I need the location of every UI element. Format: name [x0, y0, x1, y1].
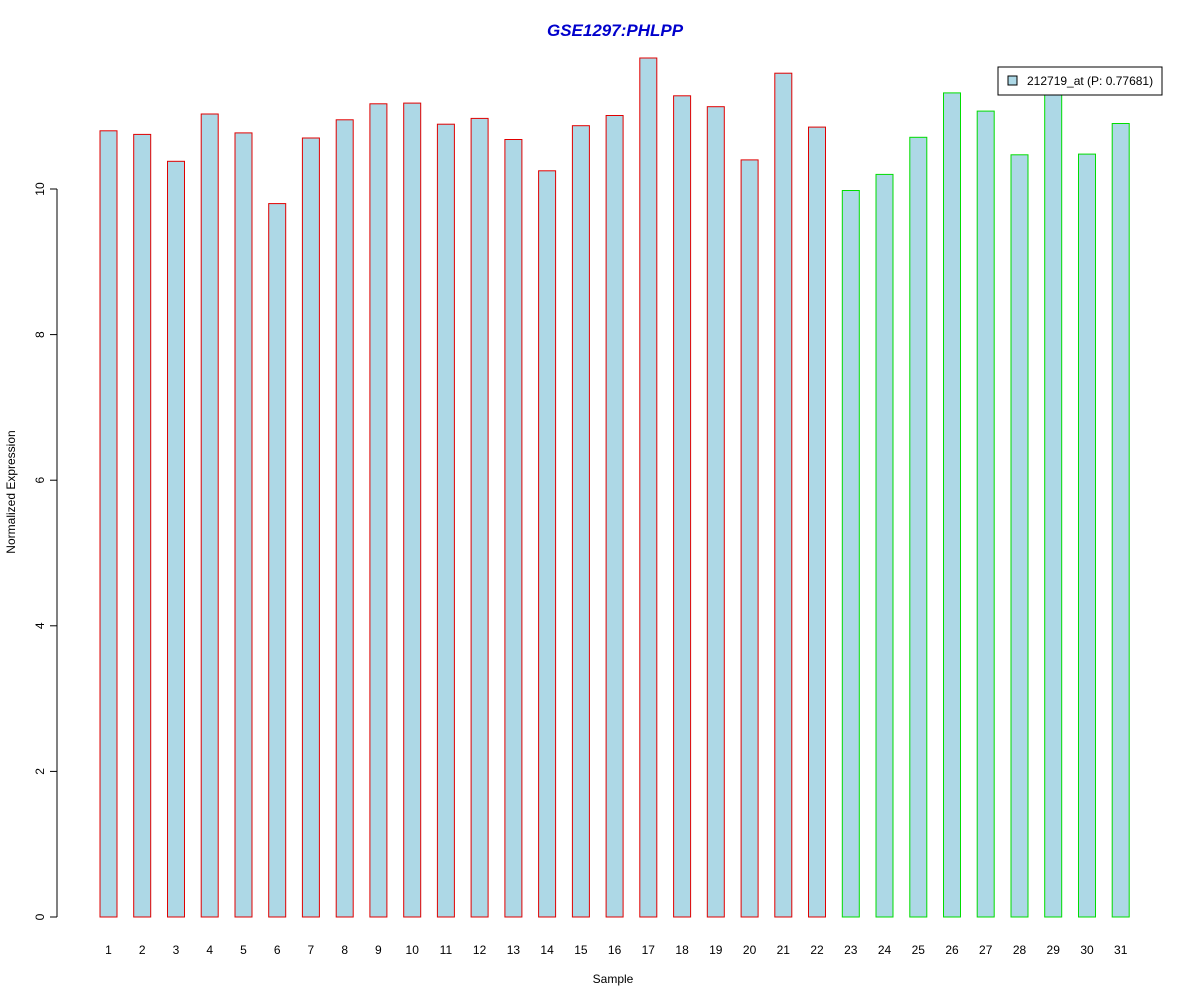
y-tick-label: 0 [33, 913, 47, 920]
x-tick-label: 29 [1047, 943, 1061, 957]
x-tick-label: 31 [1114, 943, 1128, 957]
x-tick-label: 14 [540, 943, 554, 957]
chart-title: GSE1297:PHLPP [547, 21, 684, 40]
bar-sample-16 [605, 115, 624, 918]
bar-sample-30 [1078, 153, 1096, 918]
x-tick-label: 13 [507, 943, 521, 957]
bar-sample-18 [673, 95, 692, 918]
y-tick-label: 8 [33, 331, 47, 338]
bar-sample-29 [1044, 93, 1063, 918]
bar-sample-19 [706, 106, 725, 918]
x-tick-label: 12 [473, 943, 487, 957]
x-tick-label: 16 [608, 943, 622, 957]
bar-sample-4 [200, 113, 219, 918]
x-tick-label: 10 [406, 943, 420, 957]
x-tick-label: 18 [675, 943, 689, 957]
x-tick-label: 9 [375, 943, 382, 957]
x-tick-label: 3 [173, 943, 180, 957]
bar-sample-24 [875, 173, 894, 918]
y-tick-label: 6 [33, 477, 47, 484]
bars-group [99, 57, 1130, 918]
x-tick-label: 1 [105, 943, 112, 957]
legend-box [997, 66, 1163, 96]
bar-sample-26 [943, 92, 961, 918]
x-tick-label: 22 [810, 943, 824, 957]
bar-sample-28 [1010, 154, 1029, 918]
x-tick-label: 7 [308, 943, 315, 957]
bar-sample-25 [909, 136, 928, 918]
x-tick-label: 23 [844, 943, 858, 957]
bar-sample-9 [369, 103, 388, 918]
bar-sample-20 [740, 159, 759, 918]
y-tick-label: 2 [33, 768, 47, 775]
y-axis-label: Normalized Expression [4, 430, 18, 553]
bar-sample-2 [133, 133, 152, 918]
bar-sample-23 [841, 190, 860, 918]
x-tick-label: 25 [912, 943, 926, 957]
bar-sample-17 [639, 57, 658, 918]
x-axis-label: Sample [593, 972, 634, 986]
x-tick-label: 19 [709, 943, 723, 957]
x-tick-label: 24 [878, 943, 892, 957]
bar-sample-14 [538, 170, 557, 918]
x-tick-label: 17 [642, 943, 656, 957]
x-tick-label: 6 [274, 943, 281, 957]
x-tick-label: 11 [440, 943, 453, 957]
legend-label: 212719_at (P: 0.77681) [1027, 74, 1153, 88]
x-tick-label: 26 [945, 943, 959, 957]
bar-sample-10 [403, 102, 422, 918]
x-tick-label: 2 [139, 943, 146, 957]
x-tick-label: 28 [1013, 943, 1027, 957]
bar-sample-31 [1111, 123, 1130, 918]
x-tick-label: 20 [743, 943, 757, 957]
bar-sample-22 [808, 126, 826, 918]
x-tick-label: 8 [341, 943, 348, 957]
y-axis: 0 2 4 6 8 10 [33, 182, 58, 920]
bar-sample-1 [99, 130, 118, 918]
bar-sample-15 [571, 125, 590, 918]
bar-sample-6 [268, 203, 287, 918]
bar-sample-8 [335, 119, 354, 918]
bar-sample-27 [976, 110, 995, 918]
x-tick-label: 15 [574, 943, 588, 957]
y-tick-label: 4 [33, 622, 47, 629]
y-tick-label: 10 [33, 182, 47, 196]
x-tick-label: 21 [777, 943, 791, 957]
bar-sample-12 [470, 117, 489, 918]
bar-sample-5 [234, 132, 253, 918]
bar-sample-13 [504, 139, 523, 918]
x-tick-labels: 1 2 3 4 5 6 7 8 9 10 11 12 13 14 15 16 17 18 19 20 21 22 23 24 2… [105, 943, 1128, 957]
x-tick-label: 4 [206, 943, 213, 957]
bar-sample-7 [301, 137, 320, 918]
bar-sample-3 [167, 160, 185, 918]
legend-swatch [1007, 75, 1018, 86]
x-tick-label: 5 [240, 943, 247, 957]
legend: 212719_at (P: 0.77681) [997, 66, 1163, 96]
x-tick-label: 27 [979, 943, 993, 957]
x-tick-label: 30 [1080, 943, 1094, 957]
bar-sample-11 [436, 123, 455, 918]
bar-sample-21 [774, 72, 793, 918]
